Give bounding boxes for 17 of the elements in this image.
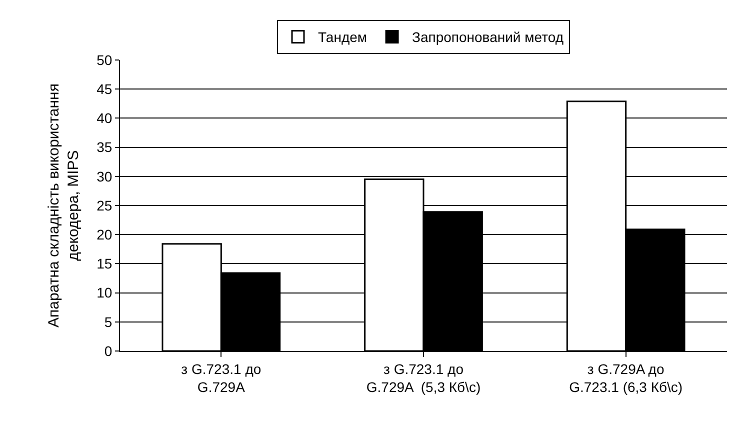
y-tick-label: 10 — [96, 284, 112, 301]
y-tick-label: 30 — [96, 168, 112, 184]
x-tick-label: з G.729A до G.723.1 (6,3 Кб\с) — [569, 360, 683, 395]
y-tick-label: 40 — [96, 110, 112, 126]
y-tick-label: 50 — [96, 52, 112, 68]
y-tick-label: 25 — [96, 197, 112, 214]
y-tick-label: 20 — [96, 226, 112, 242]
y-tick-label: 15 — [96, 256, 112, 272]
y-tick-label: 35 — [96, 139, 112, 156]
legend-label: Тандем — [318, 29, 368, 46]
y-axis-title: Апаратна складність використання декодера, MIPS — [45, 84, 82, 328]
y-tick-label: 0 — [104, 342, 112, 359]
legend-label: Запропонований метод — [412, 29, 564, 46]
y-tick-label: 45 — [96, 81, 112, 97]
x-tick-label: з G.723.1 до G.729A — [181, 360, 262, 395]
y-tick-label: 5 — [104, 314, 112, 330]
x-tick-label: з G.723.1 до G.729A (5,3 Кб\с) — [366, 360, 481, 395]
